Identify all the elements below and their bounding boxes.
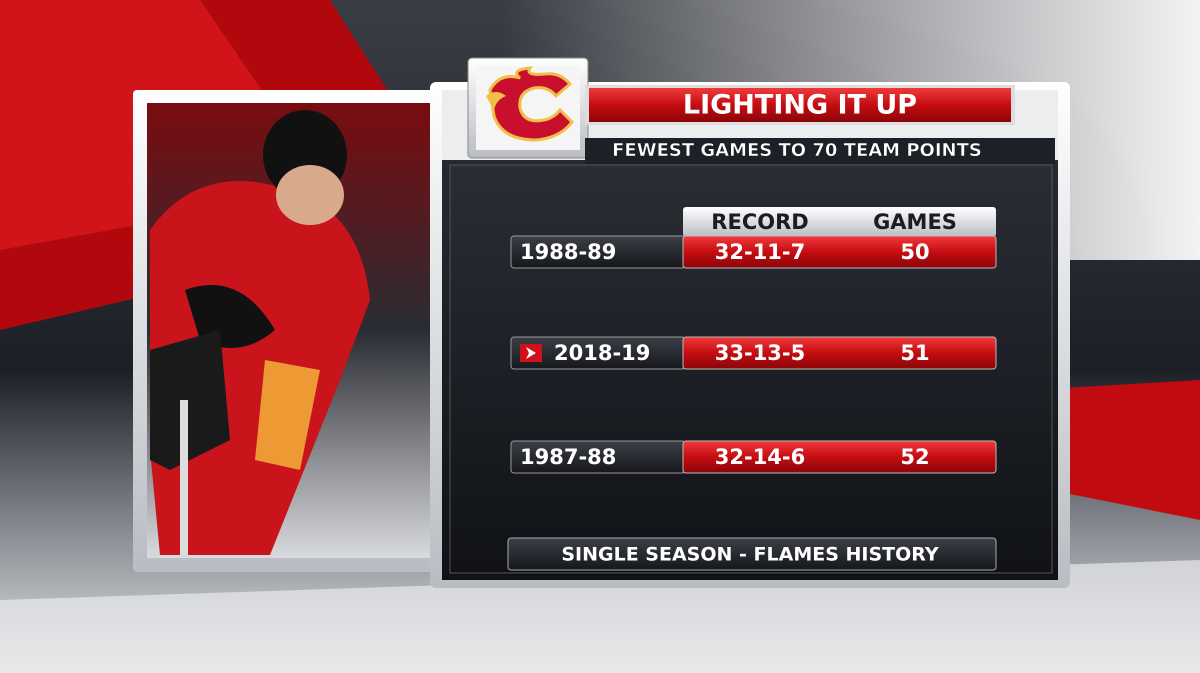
- stat-cell: [682, 235, 997, 269]
- record: 33-13-5: [715, 341, 806, 365]
- footer: SINGLE SEASON - FLAMES HISTORY: [561, 544, 939, 566]
- games: 52: [900, 445, 929, 469]
- table: RECORD GAMES 1988-89 32-11-7 50 2018-19 33-13-…: [510, 207, 997, 474]
- season: 2018-19: [554, 341, 650, 365]
- games: 51: [900, 341, 929, 365]
- title: LIGHTING IT UP: [683, 90, 917, 121]
- subtitle-bar: [585, 138, 1055, 164]
- season: 1987-88: [520, 445, 616, 469]
- subtitle: FEWEST GAMES TO 70 TEAM POINTS: [612, 140, 982, 161]
- stat-cell: [682, 336, 997, 370]
- stat-cell: [682, 440, 997, 474]
- title-bar: [589, 88, 1011, 122]
- column-header: GAMES: [873, 210, 957, 234]
- team-logo: [486, 66, 574, 142]
- games: 50: [900, 240, 929, 264]
- season: 1988-89: [520, 240, 616, 264]
- player-silhouette: [150, 110, 370, 555]
- record: 32-11-7: [715, 240, 806, 264]
- row-marker-arrow: [526, 347, 536, 359]
- column-header-box: [683, 207, 996, 237]
- column-header: RECORD: [711, 210, 808, 234]
- footer-box: [507, 537, 997, 571]
- record: 32-14-6: [715, 445, 806, 469]
- background-floor: [0, 560, 1200, 673]
